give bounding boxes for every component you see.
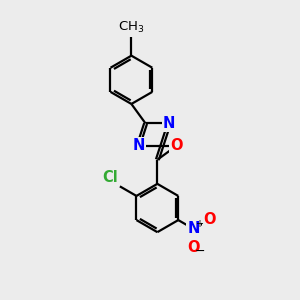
Text: O: O: [203, 212, 216, 227]
Text: Cl: Cl: [103, 170, 118, 185]
Text: N: N: [163, 116, 175, 131]
Text: −: −: [194, 245, 205, 258]
Text: CH$_3$: CH$_3$: [118, 20, 145, 35]
Text: O: O: [170, 138, 183, 153]
Text: N: N: [188, 221, 200, 236]
Text: +: +: [195, 219, 203, 229]
Text: O: O: [187, 240, 200, 255]
Text: N: N: [132, 138, 145, 153]
